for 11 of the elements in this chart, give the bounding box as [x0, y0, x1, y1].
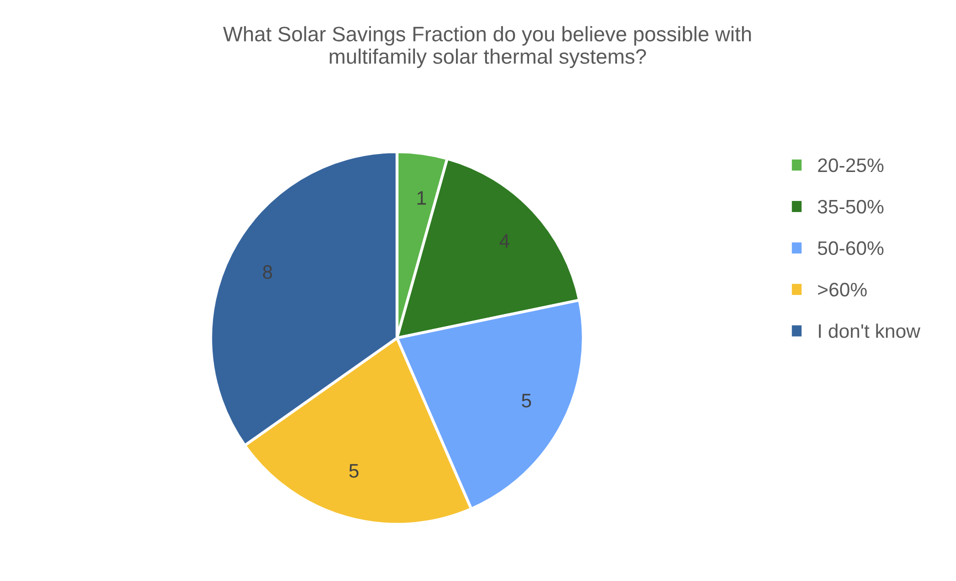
data-label: 5: [522, 394, 532, 408]
chart-title: What Solar Savings Fraction do you believe possible with multifamily solar thermal systems?: [223, 26, 751, 68]
data-label: 8: [262, 265, 272, 279]
data-label: 5: [349, 464, 358, 478]
legend-label: 35-50%: [818, 200, 884, 214]
legend-label: >60%: [818, 282, 867, 297]
data-label: 4: [500, 234, 510, 248]
data-label: 1: [418, 191, 426, 205]
legend-label: I don't know: [818, 324, 920, 338]
legend-label: 50-60%: [818, 241, 884, 256]
legend-label: 20-25%: [818, 158, 884, 172]
